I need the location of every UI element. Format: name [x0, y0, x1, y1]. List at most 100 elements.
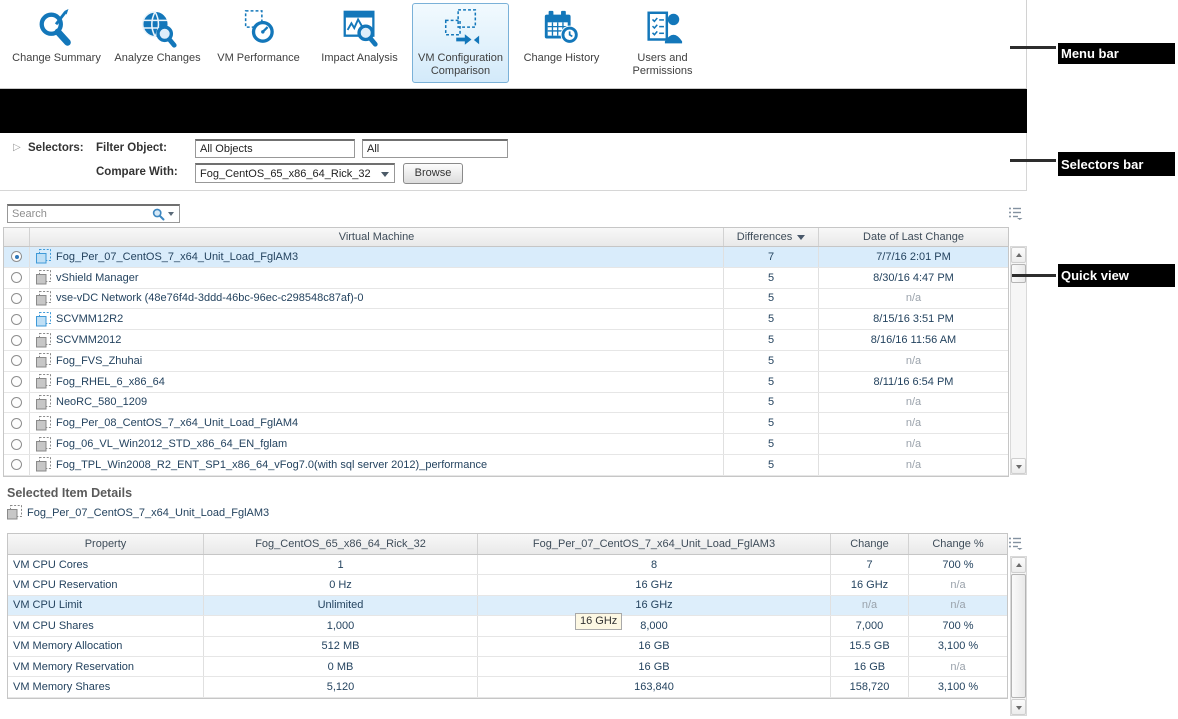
vm-table-row[interactable]: vse-vDC Network (48e76f4d-3ddd-46bc-96ec…	[4, 288, 1008, 310]
vm-radio-button[interactable]	[11, 438, 22, 450]
vm-radio-button[interactable]	[11, 459, 22, 471]
menu-item-analyze-changes[interactable]: Analyze Changes	[109, 3, 206, 83]
header-change-pct[interactable]: Change %	[932, 538, 984, 550]
vm-date-of-last-change: 7/7/16 2:01 PM	[876, 250, 951, 263]
menu-item-change-summary[interactable]: Change Summary	[8, 3, 105, 83]
search-input[interactable]: Search	[7, 204, 180, 223]
change-value: 16 GB	[831, 656, 909, 677]
menu-item-label: Impact Analysis	[321, 52, 398, 64]
details-table: Property Fog_CentOS_65_x86_64_Rick_32 Fo…	[7, 533, 1008, 699]
vm-configuration-comparison-icon	[444, 9, 479, 45]
vm-differences: 5	[724, 434, 819, 454]
scroll-up-button[interactable]	[1011, 247, 1026, 263]
header-baseline-vm[interactable]: Fog_CentOS_65_x86_64_Rick_32	[204, 534, 478, 554]
header-change[interactable]: Change	[831, 534, 909, 554]
details-scrollbar[interactable]	[1010, 556, 1027, 716]
scrollbar-thumb[interactable]	[1011, 574, 1026, 698]
vm-radio-button[interactable]	[11, 355, 22, 367]
vm-name: vShield Manager	[56, 271, 139, 284]
vm-performance-icon	[244, 10, 274, 43]
virtual-machine-icon	[36, 457, 51, 472]
change-value: 7,000	[831, 616, 909, 636]
vm-date-of-last-change: 8/30/16 4:47 PM	[873, 271, 954, 284]
property-row[interactable]: VM CPU Cores 1 8 7 700 %	[8, 555, 1007, 576]
selectors-expander-icon[interactable]: ▷	[13, 142, 21, 153]
impact-analysis-icon	[343, 10, 378, 47]
property-row[interactable]: VM Memory Allocation 512 MB 16 GB 15.5 G…	[8, 636, 1007, 657]
scrollbar-thumb[interactable]	[1011, 264, 1026, 283]
compared-value: 16 GB	[478, 656, 831, 677]
scroll-down-button[interactable]	[1011, 458, 1026, 474]
property-row[interactable]: VM CPU Shares 1,000 8,000 7,000 700 %	[8, 616, 1007, 637]
baseline-value: 0 Hz	[204, 575, 478, 595]
baseline-value: 512 MB	[204, 636, 478, 656]
vm-table-row[interactable]: SCVMM12R2 5 8/15/16 3:51 PM	[4, 309, 1008, 331]
vm-date-of-last-change: 8/11/16 6:54 PM	[873, 375, 954, 388]
vm-radio-button[interactable]	[11, 334, 22, 346]
header-property[interactable]: Property	[8, 534, 204, 554]
vm-table-row[interactable]: Fog_Per_07_CentOS_7_x64_Unit_Load_FglAM3…	[4, 247, 1008, 268]
vm-table-row[interactable]: Fog_RHEL_6_x86_64 5 8/11/16 6:54 PM	[4, 371, 1008, 393]
vm-radio-button[interactable]	[11, 251, 22, 263]
property-row[interactable]: VM Memory Reservation 0 MB 16 GB 16 GB n…	[8, 656, 1007, 678]
menu-item-impact-analysis[interactable]: Impact Analysis	[311, 3, 408, 83]
vm-table-row[interactable]: SCVMM2012 5 8/16/16 11:56 AM	[4, 330, 1008, 351]
property-row[interactable]: VM Memory Shares 5,120 163,840 158,720 3…	[8, 677, 1007, 698]
menu-item-users-and-permissions[interactable]: Users and Permissions	[614, 3, 711, 83]
menu-item-vm-performance[interactable]: VM Performance	[210, 3, 307, 83]
vm-date-of-last-change: n/a	[905, 458, 922, 471]
vm-radio-button[interactable]	[11, 417, 22, 429]
baseline-value: Unlimited	[204, 595, 478, 616]
search-options-arrow-icon[interactable]	[168, 212, 174, 216]
details-customizer-icon[interactable]	[1008, 536, 1023, 550]
quick-view-scrollbar[interactable]	[1010, 246, 1027, 475]
header-differences[interactable]: Differences	[724, 228, 819, 246]
vm-table-row[interactable]: NeoRC_580_1209 5 n/a	[4, 392, 1008, 414]
vm-differences: 5	[724, 288, 819, 309]
vm-table-row[interactable]: Fog_Per_08_CentOS_7_x64_Unit_Load_FglAM4…	[4, 413, 1008, 435]
header-compared-vm[interactable]: Fog_Per_07_CentOS_7_x64_Unit_Load_FglAM3	[478, 534, 831, 554]
vm-radio-button[interactable]	[11, 396, 22, 408]
menu-item-vm-configuration-comparison[interactable]: VM Configuration Comparison	[412, 3, 509, 83]
vm-radio-button[interactable]	[11, 292, 22, 304]
vm-differences: 5	[724, 392, 819, 413]
change-pct-value: n/a	[950, 660, 966, 673]
filter-scope-input[interactable]: All	[362, 139, 508, 158]
header-date-of-last-change[interactable]: Date of Last Change	[863, 231, 964, 243]
vm-name: Fog_Per_07_CentOS_7_x64_Unit_Load_FglAM3	[56, 250, 299, 263]
vm-date-of-last-change: n/a	[905, 292, 922, 305]
property-row[interactable]: VM CPU Limit Unlimited 16 GHz n/a n/a	[8, 595, 1007, 617]
filter-object-label: Filter Object:	[96, 142, 167, 154]
selected-item-details-heading: Selected Item Details	[7, 486, 133, 500]
vm-table-row[interactable]: Fog_TPL_Win2008_R2_ENT_SP1_x86_64_vFog7.…	[4, 454, 1008, 476]
vm-date-of-last-change: n/a	[905, 396, 922, 409]
vm-radio-button[interactable]	[11, 313, 22, 325]
virtual-machine-icon	[36, 374, 51, 389]
vm-table-row[interactable]: Fog_FVS_Zhuhai 5 n/a	[4, 350, 1008, 372]
vm-radio-button[interactable]	[11, 272, 22, 284]
vm-table-row[interactable]: Fog_06_VL_Win2012_STD_x86_64_EN_fglam 5 …	[4, 434, 1008, 455]
vm-radio-button[interactable]	[11, 376, 22, 388]
scroll-down-button[interactable]	[1011, 699, 1026, 715]
virtual-machine-icon	[36, 249, 51, 264]
header-virtual-machine[interactable]: Virtual Machine	[30, 228, 724, 246]
compared-value: 8,000	[478, 616, 831, 636]
menu-item-change-history[interactable]: Change History	[513, 3, 610, 83]
vm-date-of-last-change: n/a	[905, 417, 922, 430]
quick-view-customizer-icon[interactable]	[1008, 206, 1023, 220]
change-summary-icon	[39, 8, 71, 46]
vm-table-row[interactable]: vShield Manager 5 8/30/16 4:47 PM	[4, 267, 1008, 289]
menu-item-label: Users and Permissions	[632, 52, 693, 77]
property-name: VM CPU Cores	[8, 555, 204, 575]
change-value: n/a	[831, 595, 909, 616]
compare-with-dropdown[interactable]: Fog_CentOS_65_x86_64_Rick_32	[195, 163, 395, 183]
property-row[interactable]: VM CPU Reservation 0 Hz 16 GHz 16 GHz n/…	[8, 575, 1007, 596]
browse-button[interactable]: Browse	[403, 163, 463, 184]
baseline-value: 1,000	[204, 616, 478, 636]
change-pct-value: n/a	[950, 599, 966, 612]
selected-item: Fog_Per_07_CentOS_7_x64_Unit_Load_FglAM3	[7, 505, 269, 520]
vm-differences: 7	[724, 247, 819, 267]
vm-name: vse-vDC Network (48e76f4d-3ddd-46bc-96ec…	[56, 292, 364, 305]
scroll-up-button[interactable]	[1011, 557, 1026, 573]
filter-object-input[interactable]: All Objects	[195, 139, 355, 158]
